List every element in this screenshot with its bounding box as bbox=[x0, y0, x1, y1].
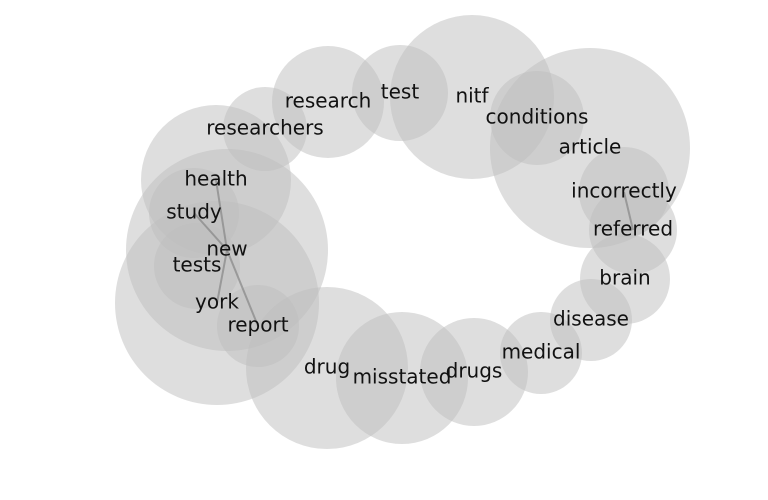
word-label-incorrectly: incorrectly bbox=[571, 179, 677, 203]
word-label-drugs: drugs bbox=[446, 359, 503, 383]
word-label-referred: referred bbox=[593, 217, 673, 241]
word-label-disease: disease bbox=[553, 307, 629, 331]
word-label-report: report bbox=[227, 313, 288, 337]
word-label-nitf: nitf bbox=[455, 84, 489, 108]
word-label-new: new bbox=[206, 237, 247, 261]
word-label-tests: tests bbox=[173, 253, 222, 277]
link-study-new bbox=[193, 212, 228, 251]
word-label-brain: brain bbox=[599, 266, 650, 290]
word-label-medical: medical bbox=[502, 340, 581, 364]
word-label-test: test bbox=[381, 80, 420, 104]
word-label-study: study bbox=[166, 200, 222, 224]
link-new-york bbox=[216, 249, 228, 304]
link-health-new bbox=[215, 179, 228, 251]
link-incorrectly-referred bbox=[623, 191, 634, 231]
word-label-york: york bbox=[195, 290, 239, 314]
word-label-drug: drug bbox=[304, 355, 350, 379]
word-label-article: article bbox=[559, 135, 622, 159]
word-label-misstated: misstated bbox=[353, 365, 452, 389]
link-layer bbox=[193, 179, 634, 327]
word-label-conditions: conditions bbox=[486, 105, 589, 129]
link-new-report bbox=[226, 249, 259, 327]
word-label-health: health bbox=[184, 167, 247, 191]
word-label-researchers: researchers bbox=[206, 116, 323, 140]
word-label-research: research bbox=[285, 89, 372, 113]
